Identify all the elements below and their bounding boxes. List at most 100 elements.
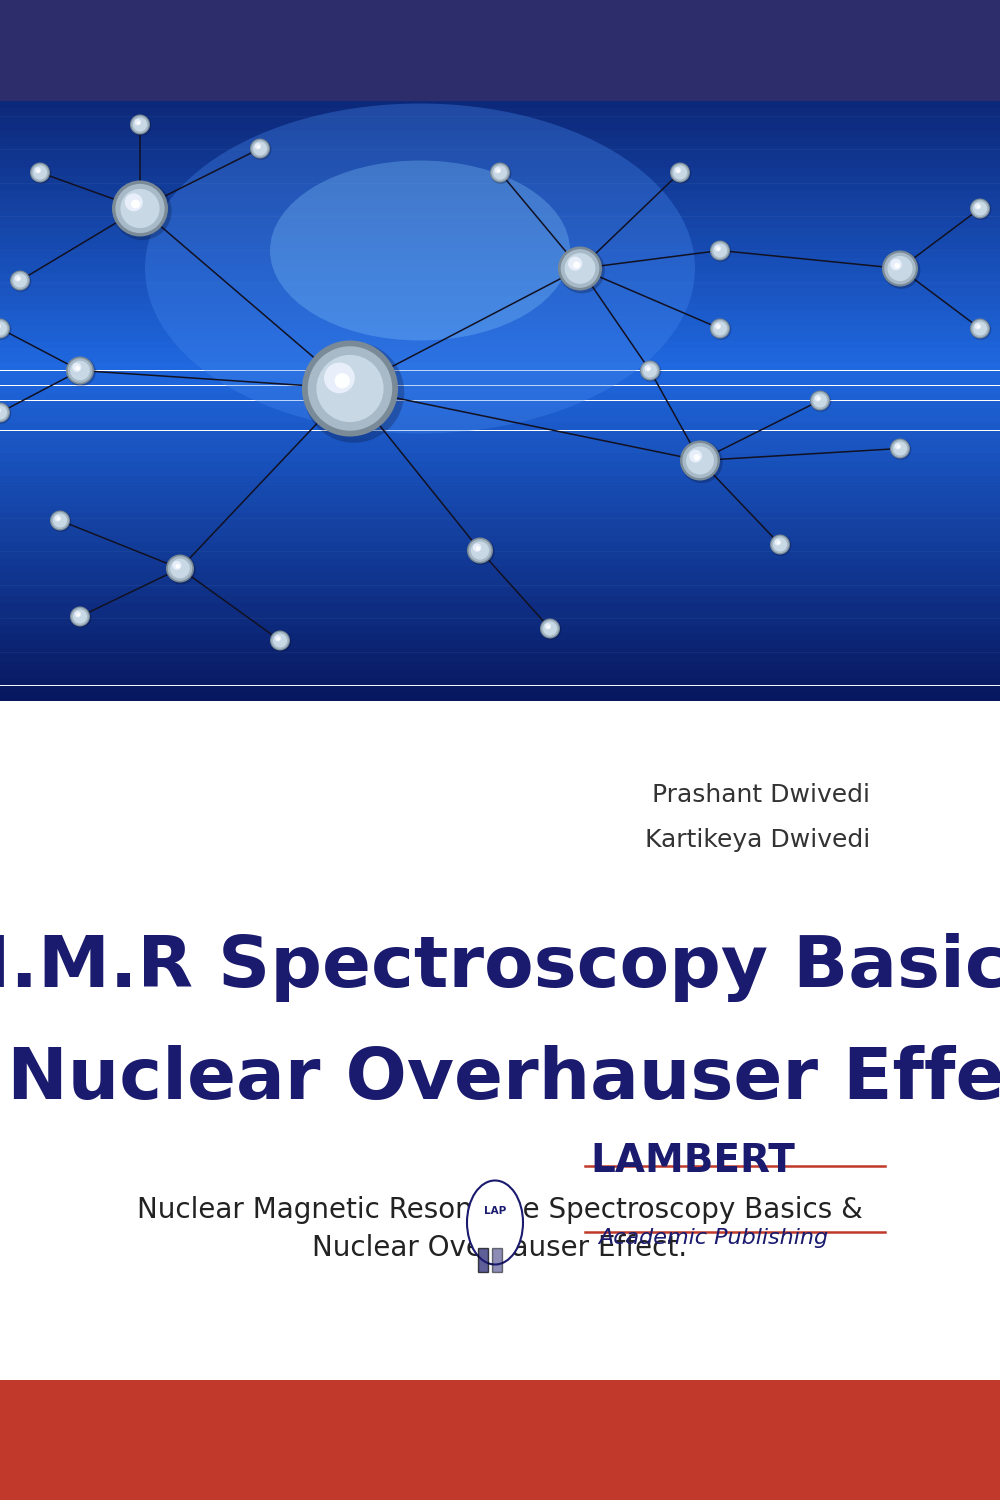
- Ellipse shape: [10, 270, 30, 291]
- Ellipse shape: [166, 555, 196, 585]
- Bar: [0, 640, 1000, 648]
- Ellipse shape: [890, 440, 911, 460]
- Ellipse shape: [977, 206, 980, 209]
- Ellipse shape: [137, 122, 140, 124]
- Ellipse shape: [257, 146, 260, 148]
- Text: N.M.R Spectroscopy Basics: N.M.R Spectroscopy Basics: [0, 933, 1000, 1002]
- Bar: [0, 213, 1000, 220]
- Ellipse shape: [670, 164, 691, 184]
- Text: Prashant Dwivedi: Prashant Dwivedi: [652, 783, 870, 807]
- Bar: [0, 160, 1000, 168]
- Ellipse shape: [490, 164, 511, 184]
- FancyArrow shape: [478, 1248, 488, 1272]
- Ellipse shape: [277, 638, 280, 640]
- Bar: [0, 483, 1000, 490]
- Ellipse shape: [671, 164, 689, 182]
- Ellipse shape: [70, 606, 90, 627]
- Ellipse shape: [975, 322, 981, 330]
- Ellipse shape: [0, 321, 7, 336]
- Ellipse shape: [894, 262, 900, 268]
- Ellipse shape: [145, 104, 695, 433]
- Ellipse shape: [75, 610, 81, 618]
- Bar: [0, 490, 1000, 498]
- Ellipse shape: [971, 320, 989, 338]
- Ellipse shape: [30, 162, 50, 183]
- Ellipse shape: [168, 556, 192, 580]
- Bar: [0, 460, 1000, 468]
- Bar: [0, 648, 1000, 656]
- Ellipse shape: [133, 117, 147, 132]
- Bar: [0, 393, 1000, 400]
- Ellipse shape: [270, 632, 291, 652]
- Ellipse shape: [715, 244, 721, 252]
- Ellipse shape: [53, 513, 67, 528]
- Ellipse shape: [0, 404, 11, 424]
- Ellipse shape: [713, 243, 727, 258]
- Ellipse shape: [694, 454, 700, 460]
- Ellipse shape: [55, 514, 61, 522]
- Ellipse shape: [0, 402, 10, 423]
- Ellipse shape: [887, 256, 913, 280]
- Bar: [0, 356, 1000, 363]
- Ellipse shape: [970, 320, 991, 340]
- Bar: [0, 130, 1000, 138]
- Bar: [0, 408, 1000, 416]
- Bar: [0, 686, 1000, 693]
- Ellipse shape: [643, 363, 657, 378]
- Bar: [0, 513, 1000, 520]
- Ellipse shape: [120, 189, 160, 228]
- Ellipse shape: [250, 140, 271, 160]
- Bar: [0, 423, 1000, 430]
- Ellipse shape: [561, 249, 599, 288]
- Ellipse shape: [11, 272, 29, 290]
- Bar: [0, 273, 1000, 280]
- Ellipse shape: [50, 512, 71, 532]
- Ellipse shape: [711, 320, 729, 338]
- Ellipse shape: [681, 441, 723, 483]
- Bar: [0, 528, 1000, 536]
- Ellipse shape: [558, 246, 602, 291]
- Ellipse shape: [645, 364, 651, 372]
- Ellipse shape: [777, 542, 780, 544]
- Ellipse shape: [686, 447, 714, 474]
- Ellipse shape: [971, 200, 989, 217]
- Bar: [0, 588, 1000, 596]
- Ellipse shape: [37, 170, 40, 172]
- Bar: [0, 176, 1000, 183]
- Ellipse shape: [541, 620, 559, 638]
- Bar: [0, 183, 1000, 190]
- Bar: [0, 446, 1000, 453]
- Bar: [0, 340, 1000, 348]
- Ellipse shape: [17, 278, 20, 280]
- Ellipse shape: [469, 538, 491, 562]
- Ellipse shape: [565, 254, 595, 284]
- Ellipse shape: [977, 326, 980, 328]
- Ellipse shape: [70, 608, 91, 628]
- Ellipse shape: [641, 362, 659, 380]
- Ellipse shape: [71, 608, 89, 625]
- Ellipse shape: [775, 538, 781, 546]
- Ellipse shape: [973, 201, 987, 216]
- FancyArrow shape: [492, 1248, 502, 1272]
- Ellipse shape: [66, 357, 96, 387]
- Ellipse shape: [255, 142, 261, 150]
- Bar: [0, 438, 1000, 446]
- Bar: [0, 146, 1000, 153]
- Bar: [0, 558, 1000, 566]
- Ellipse shape: [72, 363, 81, 372]
- Ellipse shape: [497, 170, 500, 172]
- Ellipse shape: [640, 360, 660, 381]
- Bar: [0, 190, 1000, 198]
- Ellipse shape: [125, 194, 143, 211]
- Ellipse shape: [0, 318, 10, 339]
- Ellipse shape: [31, 164, 49, 182]
- Bar: [0, 243, 1000, 250]
- Bar: [0, 108, 1000, 116]
- Bar: [0, 100, 1000, 108]
- Text: & Nuclear Overhauser Effect: & Nuclear Overhauser Effect: [0, 1046, 1000, 1114]
- Bar: [0, 520, 1000, 528]
- Ellipse shape: [897, 446, 900, 448]
- Ellipse shape: [273, 633, 287, 648]
- Bar: [0, 416, 1000, 423]
- Ellipse shape: [970, 318, 990, 339]
